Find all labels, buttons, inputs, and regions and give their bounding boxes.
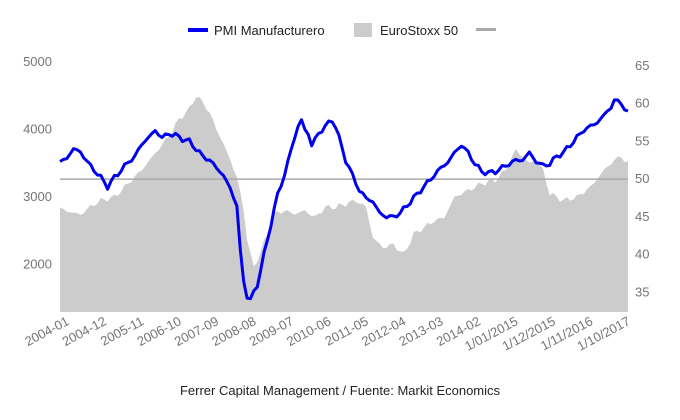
left-axis-ticks: 2000 3000 4000 5000: [23, 54, 52, 272]
plot-area: [59, 96, 629, 312]
left-tick-label: 4000: [23, 122, 52, 137]
legend-swatch: [354, 23, 372, 37]
right-axis-ticks: 35 40 45 50 55 60 65: [635, 58, 649, 300]
right-tick-label: 50: [635, 171, 649, 186]
legend-entry: PMI Manufacturero: [188, 23, 325, 38]
x-axis-ticks: 2004-012004-122005-112006-102007-092008-…: [22, 313, 632, 353]
left-tick-label: 2000: [23, 257, 52, 272]
right-tick-label: 40: [635, 247, 649, 262]
source-caption: Ferrer Capital Management / Fuente: Mark…: [180, 383, 501, 398]
legend: PMI Manufacturero EuroStoxx 50: [188, 23, 496, 38]
series-eurostoxx-area: [60, 96, 628, 312]
right-tick-label: 35: [635, 284, 649, 299]
legend-swatch: [188, 28, 208, 32]
right-tick-label: 65: [635, 58, 649, 73]
series-pmi-line: [59, 98, 629, 301]
right-tick-label: 60: [635, 96, 649, 111]
legend-swatch: [476, 28, 496, 31]
legend-entry: [476, 28, 496, 31]
legend-label: PMI Manufacturero: [214, 23, 325, 38]
legend-label: EuroStoxx 50: [380, 23, 458, 38]
right-tick-label: 45: [635, 209, 649, 224]
left-tick-label: 3000: [23, 189, 52, 204]
right-tick-label: 55: [635, 133, 649, 148]
left-tick-label: 5000: [23, 54, 52, 69]
legend-entry: EuroStoxx 50: [354, 23, 458, 38]
